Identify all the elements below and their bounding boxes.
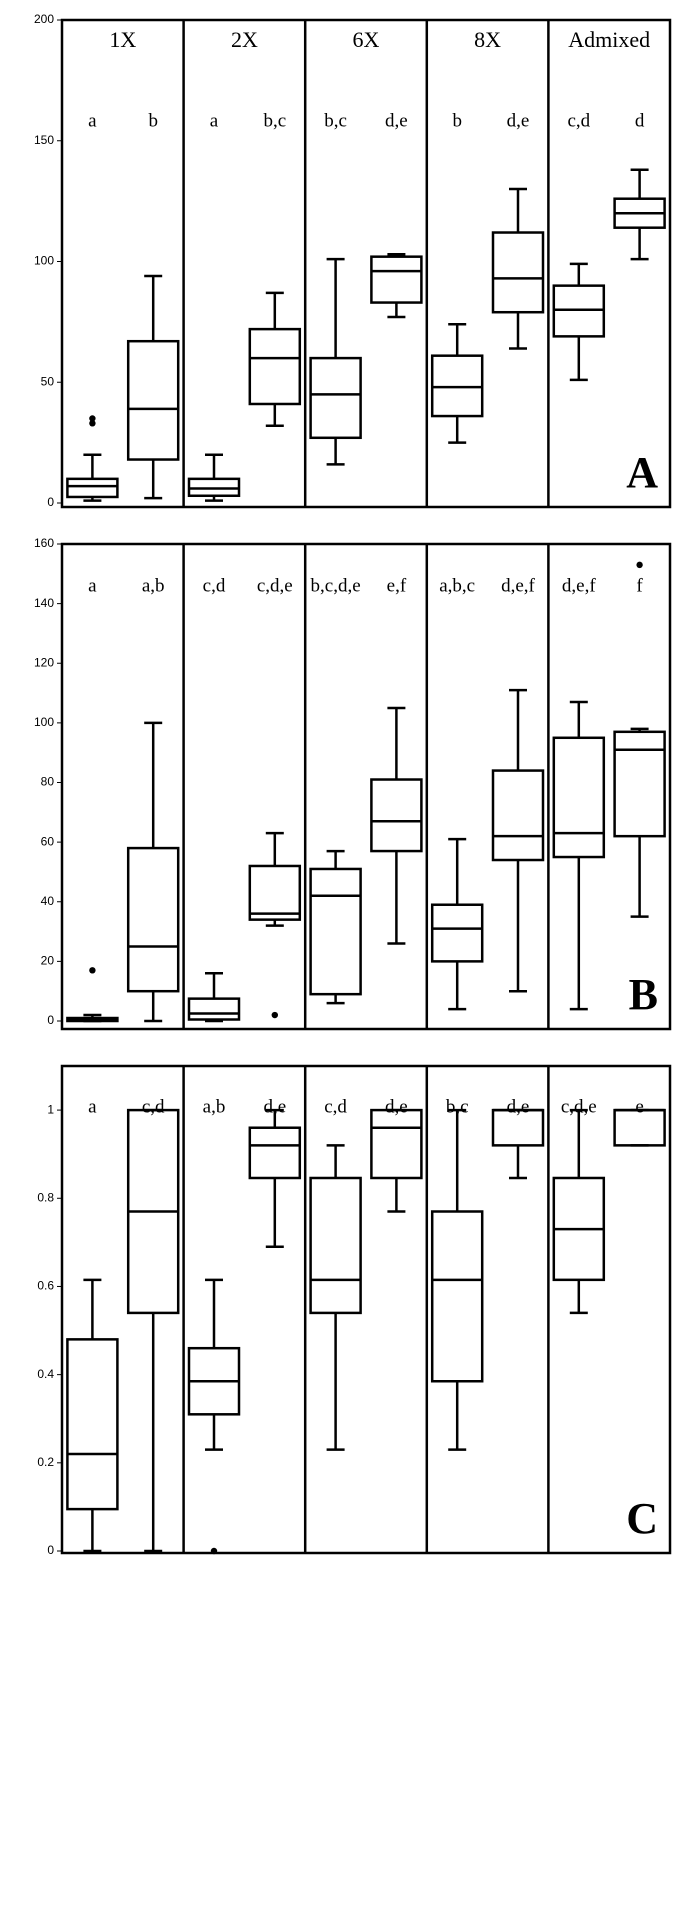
group-letter: c,d bbox=[567, 110, 590, 131]
group-letter: b,c,d,e bbox=[311, 575, 361, 596]
box bbox=[552, 736, 606, 859]
box bbox=[370, 778, 423, 853]
outlier bbox=[636, 561, 643, 569]
group-letter: d,e bbox=[263, 1096, 286, 1117]
group-letter: c,d bbox=[142, 1096, 165, 1117]
group-letter: d,e bbox=[385, 110, 408, 131]
group-letter: c,d,e bbox=[561, 1096, 597, 1117]
box bbox=[248, 327, 302, 406]
y-tick-label: 100 bbox=[34, 715, 54, 729]
group-letter: a bbox=[88, 575, 97, 596]
group-letter: b,c bbox=[263, 110, 286, 131]
y-tick-label: 0 bbox=[47, 1013, 54, 1027]
group-label: 1X bbox=[109, 27, 136, 52]
group-letter: b,c bbox=[324, 110, 347, 131]
group-letter: d bbox=[635, 110, 645, 131]
group-letter: a bbox=[88, 1096, 97, 1117]
box bbox=[248, 1126, 302, 1180]
group-letter: a,b bbox=[142, 575, 165, 596]
group-label: 2X bbox=[231, 27, 258, 52]
box bbox=[430, 903, 484, 963]
y-tick-label: 0.2 bbox=[37, 1455, 54, 1469]
y-tick-label: 80 bbox=[41, 775, 55, 789]
group-letter: d,e,f bbox=[562, 575, 596, 596]
outlier bbox=[271, 1011, 278, 1019]
y-tick-label: 200 bbox=[34, 12, 54, 26]
box bbox=[66, 1338, 119, 1511]
panel-frame bbox=[60, 18, 672, 509]
panel-label: A bbox=[626, 448, 658, 497]
y-tick-label: 150 bbox=[34, 133, 54, 147]
outlier bbox=[89, 420, 96, 427]
y-tick-label: 0.6 bbox=[37, 1279, 54, 1293]
box bbox=[187, 997, 241, 1021]
group-letter: e bbox=[635, 1096, 643, 1117]
group-letter: d,e bbox=[507, 110, 530, 131]
box bbox=[126, 339, 180, 461]
panel-frame bbox=[60, 1064, 672, 1555]
box bbox=[126, 846, 180, 993]
box bbox=[370, 255, 423, 304]
group-letter: f bbox=[636, 575, 643, 596]
outlier bbox=[89, 967, 96, 974]
group-label: 8X bbox=[474, 27, 501, 52]
box bbox=[248, 864, 302, 921]
box bbox=[309, 1176, 362, 1315]
group-letter: e,f bbox=[387, 575, 407, 596]
y-tick-label: 0.4 bbox=[37, 1367, 54, 1381]
box bbox=[370, 1108, 423, 1180]
y-tick-label: 1 bbox=[47, 1102, 54, 1116]
panel-label: C bbox=[626, 1494, 658, 1543]
box bbox=[491, 231, 545, 314]
box bbox=[491, 769, 545, 862]
box bbox=[613, 730, 666, 838]
box bbox=[66, 477, 119, 499]
box bbox=[430, 1210, 484, 1383]
y-tick-label: 120 bbox=[34, 655, 54, 669]
y-tick-label: 50 bbox=[41, 374, 55, 388]
group-letter: a bbox=[210, 110, 219, 131]
group-letter: b bbox=[452, 110, 462, 131]
group-letter: a,b bbox=[203, 1096, 226, 1117]
group-letter: b,c bbox=[446, 1096, 469, 1117]
group-letter: d,e bbox=[507, 1096, 530, 1117]
y-tick-label: 140 bbox=[34, 596, 54, 610]
y-tick-label: 0 bbox=[47, 495, 54, 509]
group-letter: c,d bbox=[324, 1096, 347, 1117]
y-tick-label: 100 bbox=[34, 254, 54, 268]
group-letter: b bbox=[148, 110, 158, 131]
y-tick-label: 0.8 bbox=[37, 1190, 54, 1204]
group-letter: a bbox=[88, 110, 97, 131]
group-letter: c,d bbox=[203, 575, 226, 596]
y-tick-label: 0 bbox=[47, 1543, 54, 1557]
y-tick-label: 60 bbox=[41, 834, 55, 848]
y-tick-label: 40 bbox=[41, 894, 55, 908]
group-letter: c,d,e bbox=[257, 575, 293, 596]
panel-label: B bbox=[629, 970, 658, 1019]
y-tick-label: 160 bbox=[34, 536, 54, 550]
group-letter: d,e bbox=[385, 1096, 408, 1117]
group-label: 6X bbox=[353, 27, 380, 52]
box bbox=[309, 356, 362, 440]
group-letter: d,e,f bbox=[501, 575, 535, 596]
outlier bbox=[210, 1547, 218, 1555]
y-tick-label: 20 bbox=[41, 954, 55, 968]
panel-frame bbox=[60, 542, 672, 1031]
group-label: Admixed bbox=[568, 27, 650, 52]
group-letter: a,b,c bbox=[439, 575, 475, 596]
outlier bbox=[89, 415, 96, 422]
box bbox=[309, 867, 362, 996]
